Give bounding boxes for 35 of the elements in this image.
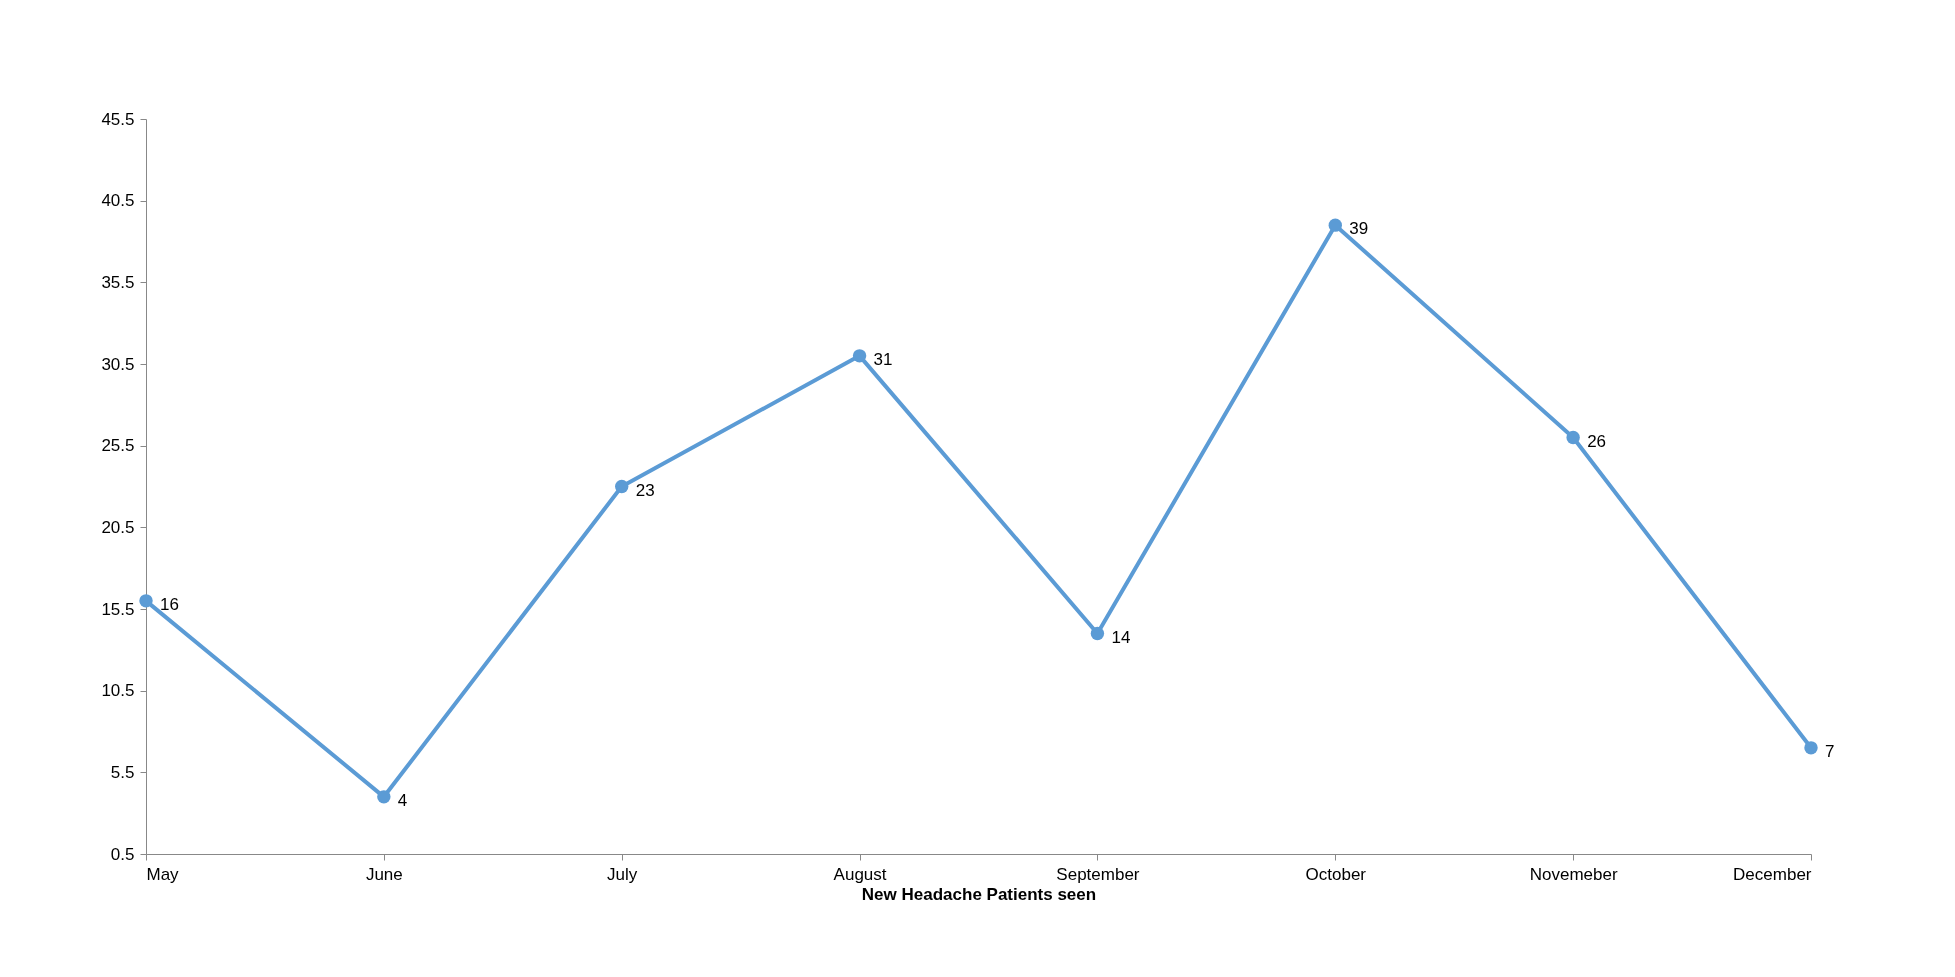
y-tick-label: 20.5 [101, 517, 135, 537]
x-tick-label: September [1056, 864, 1140, 884]
x-axis-title: New Headache Patients seen [861, 884, 1097, 904]
y-tick-label: 10.5 [101, 681, 135, 701]
point [1804, 741, 1818, 755]
x-tick-label: May [146, 864, 180, 884]
y-tick-label: 35.5 [101, 272, 135, 292]
x-tick-label: December [1733, 864, 1812, 884]
point [1090, 626, 1105, 641]
point [1566, 430, 1580, 445]
y-tick-label: 0.5 [110, 844, 135, 864]
y-tick-label: 30.5 [101, 354, 135, 374]
data-label: 31 [873, 349, 893, 369]
data-label: 14 [1111, 627, 1131, 647]
point [615, 479, 629, 494]
data-label: 23 [635, 480, 655, 500]
x-tick-label: October [1305, 864, 1367, 884]
point [1328, 218, 1342, 232]
point [377, 790, 391, 804]
y-tick-label: 15.5 [101, 599, 135, 619]
point [139, 594, 153, 608]
point [852, 349, 867, 363]
x-tick-label: June [365, 864, 403, 884]
data-label: 16 [160, 594, 179, 614]
data-label: 26 [1587, 431, 1607, 451]
y-tick-label: 45.5 [101, 109, 135, 129]
x-tick-label: August [833, 864, 887, 884]
data-label: 7 [1825, 741, 1835, 761]
data-label: 39 [1349, 219, 1369, 239]
y-tick-label: 25.5 [101, 436, 135, 456]
x-tick-label: July [607, 864, 638, 884]
x-tick-label: Novemeber [1529, 864, 1618, 884]
data-label: 4 [397, 790, 408, 810]
y-tick-label: 5.5 [110, 762, 135, 782]
y-tick-label: 40.5 [101, 191, 135, 211]
